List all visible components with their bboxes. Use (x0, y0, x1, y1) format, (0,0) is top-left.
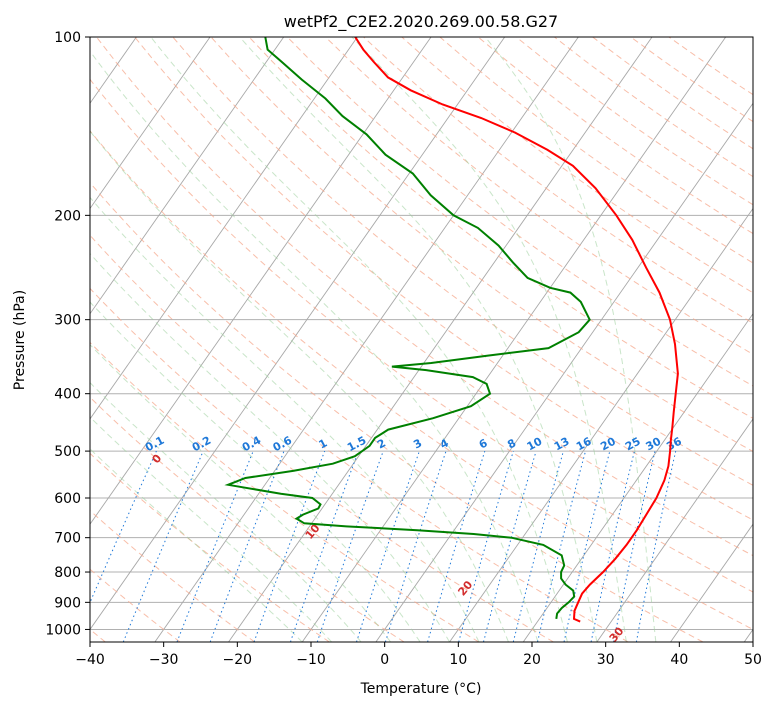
x-tick-label: 10 (449, 652, 467, 668)
isotherm-line (449, 207, 753, 642)
y-tick-label: 500 (54, 444, 81, 460)
mixing-ratio-label: 16 (574, 435, 594, 454)
y-tick-label: 900 (54, 595, 81, 611)
mixing-ratio-line (316, 450, 384, 642)
moist-adiabat-line (90, 252, 450, 642)
mixing-ratio-line (176, 450, 254, 642)
isotherm-line (90, 37, 285, 315)
y-axis-label: Pressure (hPa) (12, 290, 28, 390)
mixing-ratio-line (635, 450, 677, 642)
isopleth-labels: 0.10.20.40.611.52346810131620253036-100-… (42, 406, 684, 642)
dry-adiabat-line (90, 181, 704, 642)
moist-adiabat-line (90, 50, 539, 642)
mixing-ratio-label: 10 (525, 435, 545, 454)
y-tick-label: 100 (54, 30, 81, 46)
y-tick-label: 1000 (45, 622, 81, 638)
background-lines (0, 37, 753, 642)
x-tick-label: −20 (223, 652, 253, 668)
dry-adiabat-line (90, 341, 480, 642)
plot-frame (89, 36, 754, 643)
x-tick-label: 20 (523, 652, 541, 668)
chart-title: wetPf2_C2E2.2020.269.00.58.G27 (284, 12, 558, 32)
mixing-ratio-label: 25 (623, 435, 643, 454)
y-tick-label: 600 (54, 491, 81, 507)
x-axis-ticks: −40 −30 −20 −10 0 10 20 30 40 50 (75, 642, 762, 668)
x-axis-label: Temperature (°C) (360, 681, 482, 697)
y-tick-label: 300 (54, 313, 81, 329)
moist-adiabat-line (239, 37, 598, 642)
y-tick-label: 200 (54, 208, 81, 224)
dry-adiabat-line (134, 37, 753, 521)
isotherm-line (154, 37, 579, 642)
profiles (224, 37, 679, 623)
isotherm-line (670, 523, 753, 642)
x-tick-label: −10 (296, 652, 326, 668)
dry-adiabat-label: -10 (42, 406, 65, 430)
isotherm-line (375, 102, 753, 642)
moist-adiabat-line (90, 196, 480, 642)
dry-adiabat-line (90, 452, 330, 642)
dry-adiabat-line (401, 37, 753, 294)
moist-adiabat-line (90, 448, 303, 642)
mixing-ratio-line (458, 450, 514, 642)
mixing-ratio-line (384, 450, 447, 642)
dry-adiabat-line (96, 37, 753, 557)
isotherm-line (90, 37, 211, 210)
isotherm-line (90, 37, 432, 525)
moist-adiabat-line (150, 37, 568, 642)
mixing-ratio-line (356, 450, 420, 642)
x-tick-label: −40 (75, 652, 105, 668)
moist-adiabat-line (90, 301, 421, 642)
isotherm-line (522, 312, 753, 642)
isotherm-line (301, 37, 727, 642)
temperature-profile-line (354, 37, 679, 623)
mixing-ratio-line (427, 450, 486, 642)
dry-adiabat-line (90, 287, 554, 642)
dry-adiabat-line (90, 510, 255, 642)
mixing-ratio-label: 13 (552, 435, 572, 454)
isotherm-line (90, 37, 358, 420)
isotherm-line (0, 37, 63, 642)
moist-adiabat-line (484, 37, 657, 642)
x-tick-label: 50 (744, 652, 762, 668)
mixing-ratio-label: 20 (598, 435, 618, 454)
x-tick-label: −30 (149, 652, 179, 668)
y-tick-label: 700 (54, 531, 81, 547)
x-tick-label: 0 (380, 652, 389, 668)
isotherm-line (228, 37, 653, 642)
dry-adiabat-line (90, 130, 753, 630)
dry-adiabat-line (286, 37, 753, 387)
mixing-ratio-label: 30 (644, 435, 664, 454)
isotherm-line (596, 418, 753, 642)
moist-adiabat-line (351, 37, 627, 642)
plot-area (90, 37, 753, 642)
y-tick-label: 400 (54, 387, 81, 403)
y-axis-ticks: 100 200 300 400 500 600 700 800 900 1000 (45, 30, 90, 638)
moist-adiabat-line (90, 130, 509, 642)
dry-adiabat-line (90, 396, 405, 642)
dry-adiabat-line (90, 78, 753, 593)
dry-adiabat-line (90, 234, 629, 642)
dry-adiabat-line (210, 37, 753, 453)
mixing-ratio-line (613, 450, 656, 642)
moist-adiabat-line (90, 381, 362, 642)
y-tick-label: 800 (54, 565, 81, 581)
mixing-ratio-line (209, 450, 285, 642)
isotherm-line (90, 37, 506, 631)
dewpoint-profile-line (224, 37, 591, 620)
x-tick-label: 40 (670, 652, 688, 668)
x-tick-label: 30 (597, 652, 615, 668)
